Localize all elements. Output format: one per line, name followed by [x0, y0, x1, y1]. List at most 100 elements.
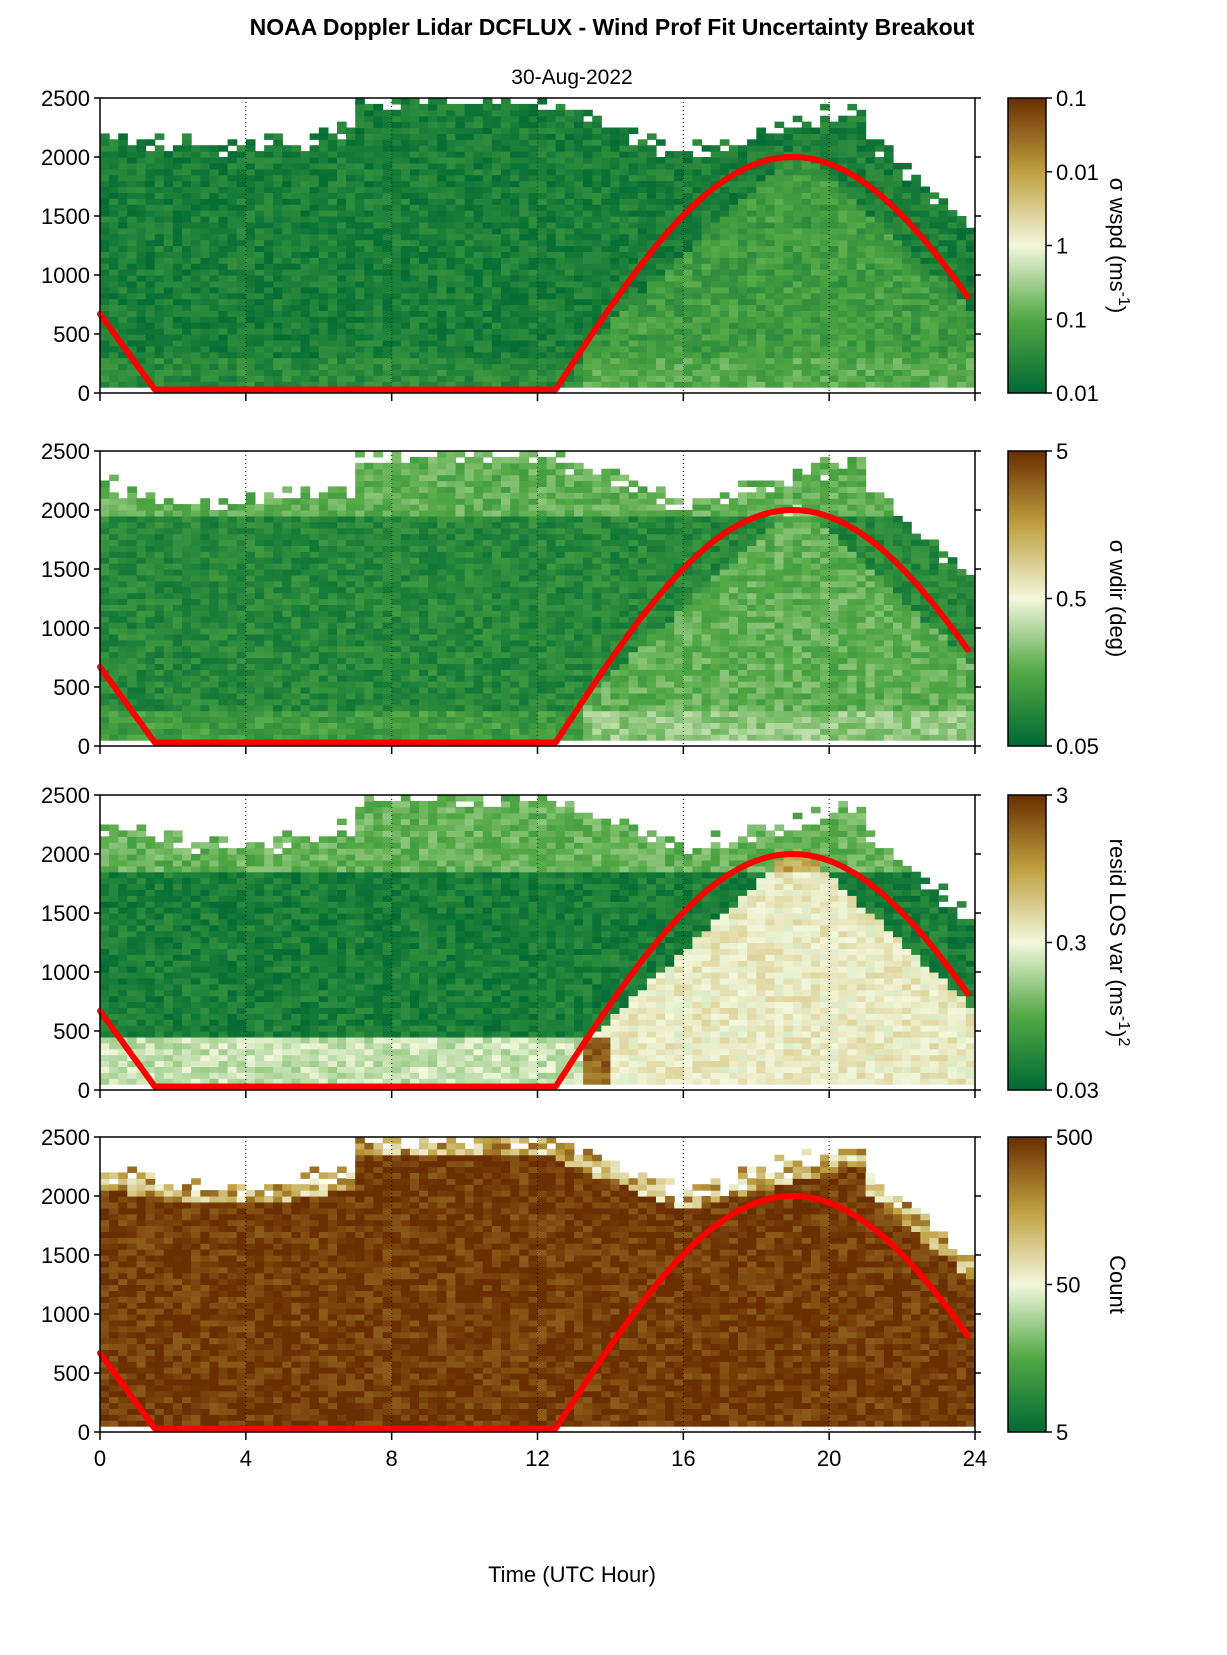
- heatmap-cell: [519, 133, 529, 140]
- heatmap-cell: [109, 192, 119, 199]
- heatmap-cell: [409, 151, 420, 158]
- heatmap-cell: [464, 115, 475, 123]
- heatmap-cell: [337, 257, 347, 264]
- heatmap-cell: [783, 334, 794, 341]
- heatmap-cell: [829, 345, 839, 353]
- heatmap-cell: [756, 357, 766, 365]
- heatmap-cell: [245, 375, 256, 382]
- heatmap-cell: [719, 286, 730, 294]
- heatmap-cell: [765, 210, 776, 217]
- heatmap-cell: [264, 734, 274, 741]
- heatmap-cell: [309, 269, 320, 276]
- heatmap-cell: [154, 174, 165, 182]
- heatmap-cell: [865, 168, 876, 176]
- heatmap-cell: [200, 292, 210, 300]
- heatmap-cell: [829, 369, 839, 376]
- heatmap-cell: [254, 598, 265, 605]
- heatmap-cell: [127, 734, 137, 741]
- heatmap-cell: [264, 687, 274, 694]
- heatmap-cell: [437, 304, 447, 311]
- heatmap-cell: [464, 157, 475, 164]
- heatmap-cell: [801, 198, 812, 205]
- heatmap-cell: [765, 192, 776, 199]
- heatmap-cell: [491, 133, 502, 140]
- heatmap-cell: [227, 704, 238, 712]
- heatmap-cell: [218, 369, 229, 376]
- heatmap-cell: [145, 233, 156, 241]
- heatmap-cell: [437, 162, 447, 170]
- heatmap-cell: [555, 275, 566, 282]
- heatmap-cell: [391, 280, 402, 288]
- heatmap-cell: [719, 221, 730, 229]
- heatmap-cell: [947, 322, 958, 329]
- heatmap-cell: [127, 645, 137, 653]
- heatmap-cell: [264, 675, 274, 682]
- heatmap-cell: [382, 233, 393, 241]
- heatmap-cell: [136, 675, 147, 682]
- heatmap-cell: [382, 245, 393, 252]
- heatmap-cell: [373, 280, 384, 288]
- heatmap-cell: [719, 351, 730, 359]
- heatmap-cell: [400, 269, 411, 276]
- heatmap-cell: [172, 704, 183, 712]
- heatmap-cell: [127, 363, 137, 370]
- heatmap-cell: [172, 545, 183, 552]
- heatmap-cell: [227, 310, 238, 317]
- heatmap-cell: [528, 239, 539, 247]
- heatmap-cell: [856, 298, 867, 306]
- heatmap-cell: [182, 610, 192, 617]
- heatmap-cell: [783, 168, 794, 176]
- heatmap-cell: [191, 210, 201, 217]
- heatmap-cell: [245, 645, 256, 653]
- heatmap-cell: [282, 280, 292, 288]
- heatmap-cell: [154, 233, 165, 241]
- heatmap-cell: [965, 316, 976, 323]
- heatmap-cell: [191, 610, 201, 617]
- heatmap-cell: [528, 121, 539, 129]
- heatmap-cell: [938, 328, 949, 335]
- heatmap-cell: [820, 204, 830, 211]
- heatmap-cell: [683, 245, 693, 252]
- heatmap-cell: [829, 168, 839, 176]
- heatmap-cell: [747, 357, 757, 365]
- heatmap-cell: [965, 328, 976, 335]
- heatmap-cell: [245, 345, 256, 353]
- heatmap-cell: [555, 351, 566, 359]
- heatmap-cell: [783, 127, 794, 134]
- heatmap-cell: [346, 221, 356, 229]
- heatmap-cell: [145, 563, 156, 570]
- heatmap-cell: [455, 233, 466, 241]
- heatmap-cell: [510, 345, 520, 353]
- heatmap-cell: [792, 198, 803, 205]
- heatmap-cell: [874, 198, 885, 205]
- heatmap-cell: [300, 304, 311, 311]
- heatmap-cell: [400, 375, 411, 382]
- heatmap-cell: [473, 145, 484, 152]
- heatmap-cell: [209, 515, 220, 523]
- heatmap-cell: [555, 310, 566, 317]
- heatmap-cell: [227, 298, 238, 306]
- heatmap-cell: [409, 363, 420, 370]
- heatmap-cell: [391, 186, 402, 193]
- heatmap-cell: [391, 275, 402, 282]
- heatmap-cell: [856, 339, 867, 347]
- heatmap-cell: [245, 498, 256, 505]
- heatmap-cell: [519, 127, 529, 134]
- heatmap-cell: [172, 633, 183, 641]
- heatmap-cell: [136, 310, 147, 317]
- heatmap-cell: [145, 157, 156, 164]
- heatmap-cell: [601, 174, 611, 182]
- heatmap-cell: [473, 292, 484, 300]
- heatmap-cell: [245, 292, 256, 300]
- heatmap-cell: [346, 157, 356, 164]
- heatmap-cell: [628, 339, 639, 347]
- heatmap-cell: [191, 698, 201, 706]
- heatmap-cell: [163, 269, 174, 276]
- heatmap-cell: [482, 239, 493, 247]
- heatmap-cell: [519, 257, 529, 264]
- heatmap-cell: [218, 569, 229, 576]
- heatmap-cell: [473, 363, 484, 370]
- heatmap-cell: [300, 334, 311, 341]
- heatmap-cell: [765, 322, 776, 329]
- heatmap-cell: [537, 145, 548, 152]
